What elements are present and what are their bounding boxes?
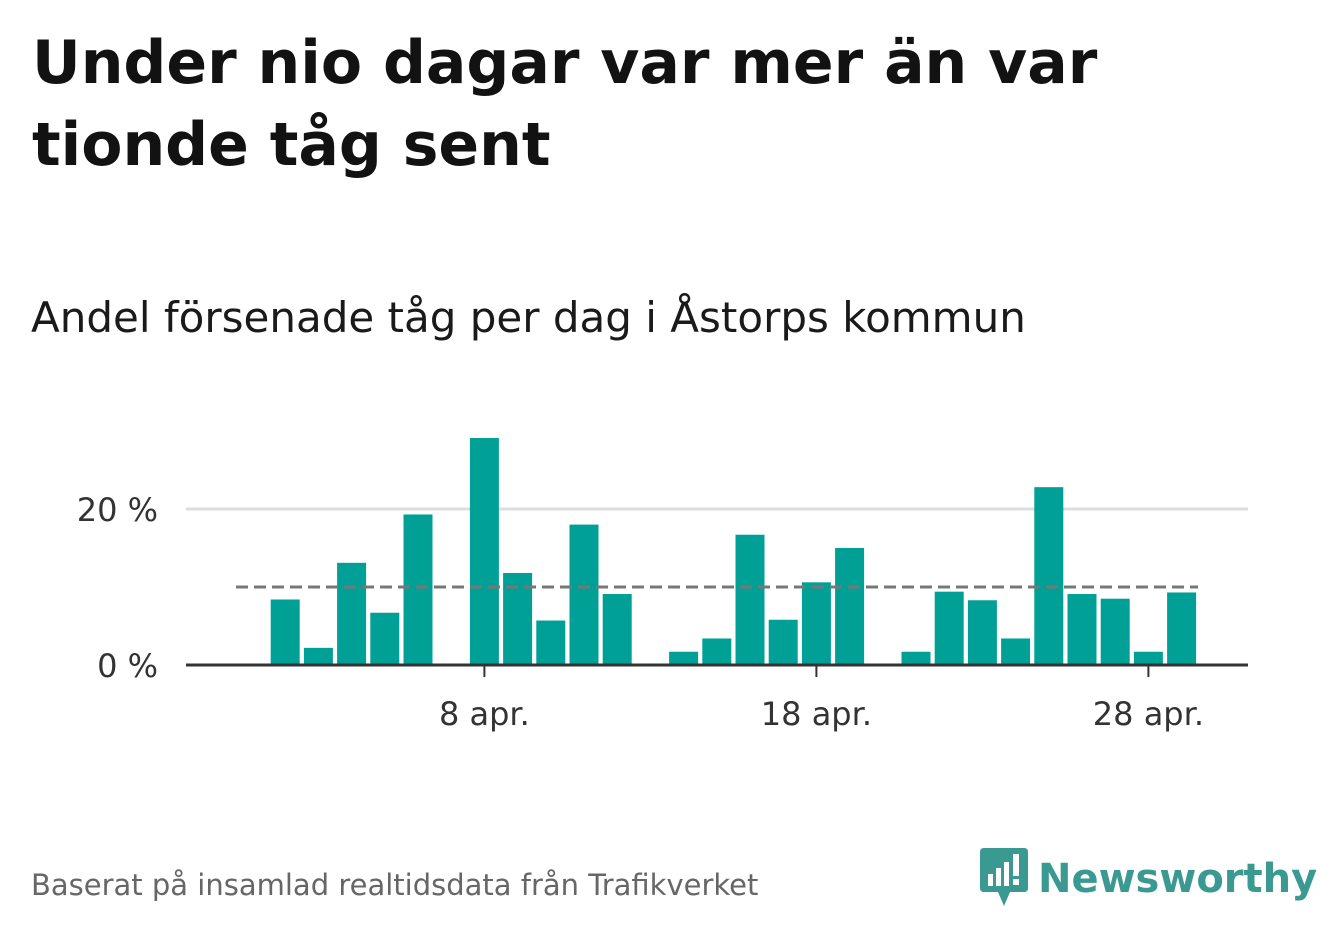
- bar: [370, 612, 400, 665]
- bar: [469, 438, 499, 665]
- bar: [735, 534, 765, 665]
- bar: [536, 620, 566, 665]
- bar: [1133, 651, 1163, 665]
- bar: [1067, 594, 1097, 665]
- bar: [835, 548, 865, 665]
- bar: [337, 562, 367, 665]
- y-tick-label: 0 %: [97, 647, 158, 685]
- source-note: Baserat på insamlad realtidsdata från Tr…: [31, 868, 759, 902]
- bar: [569, 524, 599, 665]
- bar: [669, 651, 699, 665]
- bar: [1167, 592, 1197, 665]
- brand-name: Newsworthy: [1038, 856, 1318, 902]
- bar: [602, 594, 632, 665]
- bar: [768, 619, 798, 665]
- bar: [403, 514, 433, 665]
- bar: [967, 600, 997, 665]
- chart-subtitle: Andel försenade tåg per dag i Åstorps ko…: [31, 293, 1026, 342]
- y-tick-label: 20 %: [77, 491, 158, 529]
- x-tick-label: 8 apr.: [439, 695, 530, 733]
- bar: [901, 651, 931, 665]
- newsworthy-logo-icon: [980, 848, 1028, 906]
- bar: [1001, 638, 1031, 665]
- bar: [801, 582, 831, 665]
- chart-title: Under nio dagar var mer än var tionde tå…: [32, 28, 1098, 180]
- bar: [270, 599, 300, 665]
- bar: [1034, 487, 1064, 665]
- bar: [1100, 598, 1130, 665]
- bar: [934, 591, 964, 665]
- x-tick-label: 28 apr.: [1093, 695, 1204, 733]
- bar: [303, 647, 333, 665]
- bar-chart: 0 % 20 % 8 apr. 18 apr. 28 apr.: [77, 438, 1248, 733]
- x-tick-label: 18 apr.: [761, 695, 872, 733]
- bar: [702, 638, 732, 665]
- brand-logo: Newsworthy: [980, 848, 1317, 910]
